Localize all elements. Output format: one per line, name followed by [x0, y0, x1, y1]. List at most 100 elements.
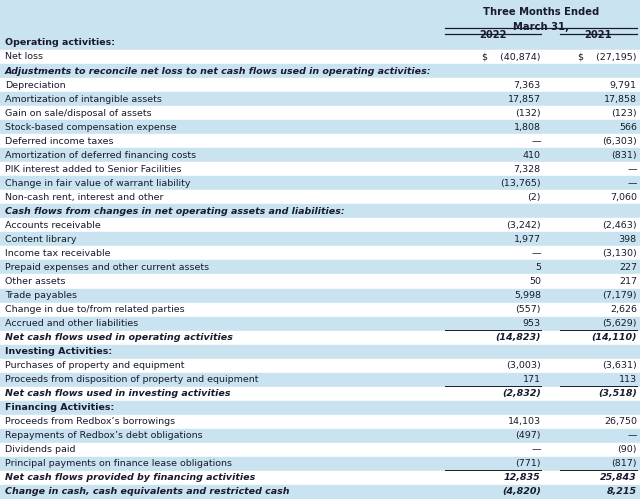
Text: (3,518): (3,518): [598, 389, 637, 398]
Bar: [0, 471, 640, 485]
Bar: [0, 401, 640, 415]
Bar: [0, 204, 640, 219]
Text: Other assets: Other assets: [5, 277, 66, 286]
Text: Financing Activities:: Financing Activities:: [5, 403, 115, 412]
Bar: [0, 316, 640, 331]
Text: (132): (132): [515, 109, 541, 118]
Text: Investing Activities:: Investing Activities:: [5, 347, 112, 356]
Text: (2): (2): [527, 193, 541, 202]
Text: (3,130): (3,130): [602, 249, 637, 258]
Text: Non-cash rent, interest and other: Non-cash rent, interest and other: [5, 193, 164, 202]
Text: Net loss: Net loss: [5, 52, 43, 61]
Bar: [0, 233, 640, 247]
Text: Principal payments on finance lease obligations: Principal payments on finance lease obli…: [5, 460, 232, 469]
Bar: [0, 274, 640, 288]
Text: Proceeds from disposition of property and equipment: Proceeds from disposition of property an…: [5, 375, 259, 384]
Text: Gain on sale/disposal of assets: Gain on sale/disposal of assets: [5, 109, 152, 118]
Text: 7,328: 7,328: [514, 165, 541, 174]
Bar: [0, 387, 640, 401]
Text: Net cash flows used in investing activities: Net cash flows used in investing activit…: [5, 389, 230, 398]
Bar: [0, 247, 640, 260]
Text: 5,998: 5,998: [514, 291, 541, 300]
Text: (3,631): (3,631): [602, 361, 637, 370]
Text: (497): (497): [515, 431, 541, 440]
Text: 2022: 2022: [479, 30, 506, 40]
Text: 2021: 2021: [584, 30, 612, 40]
Bar: [0, 457, 640, 471]
Text: 25,843: 25,843: [600, 474, 637, 483]
Text: Adjustments to reconcile net loss to net cash flows used in operating activities: Adjustments to reconcile net loss to net…: [5, 66, 431, 75]
Text: (123): (123): [611, 109, 637, 118]
Text: Dividends paid: Dividends paid: [5, 446, 76, 455]
Bar: [0, 429, 640, 443]
Bar: [0, 415, 640, 429]
Text: Prepaid expenses and other current assets: Prepaid expenses and other current asset…: [5, 263, 209, 272]
Text: $    (40,874): $ (40,874): [483, 52, 541, 61]
Text: 410: 410: [523, 151, 541, 160]
Text: Change in fair value of warrant liability: Change in fair value of warrant liabilit…: [5, 179, 191, 188]
Text: 7,060: 7,060: [610, 193, 637, 202]
Text: (14,823): (14,823): [495, 333, 541, 342]
Text: —: —: [627, 165, 637, 174]
Text: Depreciation: Depreciation: [5, 80, 66, 89]
Bar: [0, 219, 640, 233]
Text: —: —: [627, 431, 637, 440]
Text: 217: 217: [619, 277, 637, 286]
Bar: [0, 148, 640, 162]
Bar: [0, 359, 640, 373]
Text: (4,820): (4,820): [502, 488, 541, 497]
Text: —: —: [531, 137, 541, 146]
Bar: [0, 36, 640, 50]
Text: (6,303): (6,303): [602, 137, 637, 146]
Text: 1,977: 1,977: [514, 235, 541, 244]
Text: Repayments of Redbox’s debt obligations: Repayments of Redbox’s debt obligations: [5, 431, 203, 440]
Text: Change in due to/from related parties: Change in due to/from related parties: [5, 305, 185, 314]
Text: Operating activities:: Operating activities:: [5, 38, 115, 47]
Text: Cash flows from changes in net operating assets and liabilities:: Cash flows from changes in net operating…: [5, 207, 345, 216]
Text: 113: 113: [619, 375, 637, 384]
Text: 17,858: 17,858: [604, 95, 637, 104]
Text: 14,103: 14,103: [508, 417, 541, 426]
Text: PIK interest added to Senior Facilities: PIK interest added to Senior Facilities: [5, 165, 182, 174]
Text: 5: 5: [535, 263, 541, 272]
Text: Proceeds from Redbox’s borrowings: Proceeds from Redbox’s borrowings: [5, 417, 175, 426]
Bar: [0, 373, 640, 387]
Text: Accrued and other liabilities: Accrued and other liabilities: [5, 319, 138, 328]
Text: 2,626: 2,626: [610, 305, 637, 314]
Bar: [0, 120, 640, 134]
Text: Amortization of intangible assets: Amortization of intangible assets: [5, 95, 162, 104]
Bar: [0, 106, 640, 120]
Text: Net cash flows used in operating activities: Net cash flows used in operating activit…: [5, 333, 233, 342]
Text: (831): (831): [611, 151, 637, 160]
Text: 1,808: 1,808: [514, 123, 541, 132]
Bar: [0, 64, 640, 78]
Text: Net cash flows provided by financing activities: Net cash flows provided by financing act…: [5, 474, 255, 483]
Text: Trade payables: Trade payables: [5, 291, 77, 300]
Bar: [0, 443, 640, 457]
Bar: [0, 260, 640, 274]
Text: Income tax receivable: Income tax receivable: [5, 249, 111, 258]
Text: 12,835: 12,835: [504, 474, 541, 483]
Text: Three Months Ended: Three Months Ended: [483, 7, 599, 17]
Text: 50: 50: [529, 277, 541, 286]
Text: 26,750: 26,750: [604, 417, 637, 426]
Bar: [0, 162, 640, 176]
Bar: [0, 0, 640, 36]
Text: (14,110): (14,110): [591, 333, 637, 342]
Text: (7,179): (7,179): [602, 291, 637, 300]
Text: Purchases of property and equipment: Purchases of property and equipment: [5, 361, 184, 370]
Text: (3,003): (3,003): [506, 361, 541, 370]
Text: Deferred income taxes: Deferred income taxes: [5, 137, 114, 146]
Text: (13,765): (13,765): [500, 179, 541, 188]
Text: Change in cash, cash equivalents and restricted cash: Change in cash, cash equivalents and res…: [5, 488, 290, 497]
Text: March 31,: March 31,: [513, 22, 569, 32]
Bar: [0, 50, 640, 64]
Bar: [0, 78, 640, 92]
Text: 8,215: 8,215: [607, 488, 637, 497]
Text: (90): (90): [618, 446, 637, 455]
Text: Amortization of deferred financing costs: Amortization of deferred financing costs: [5, 151, 196, 160]
Text: 227: 227: [619, 263, 637, 272]
Bar: [0, 134, 640, 148]
Text: (771): (771): [515, 460, 541, 469]
Text: (5,629): (5,629): [602, 319, 637, 328]
